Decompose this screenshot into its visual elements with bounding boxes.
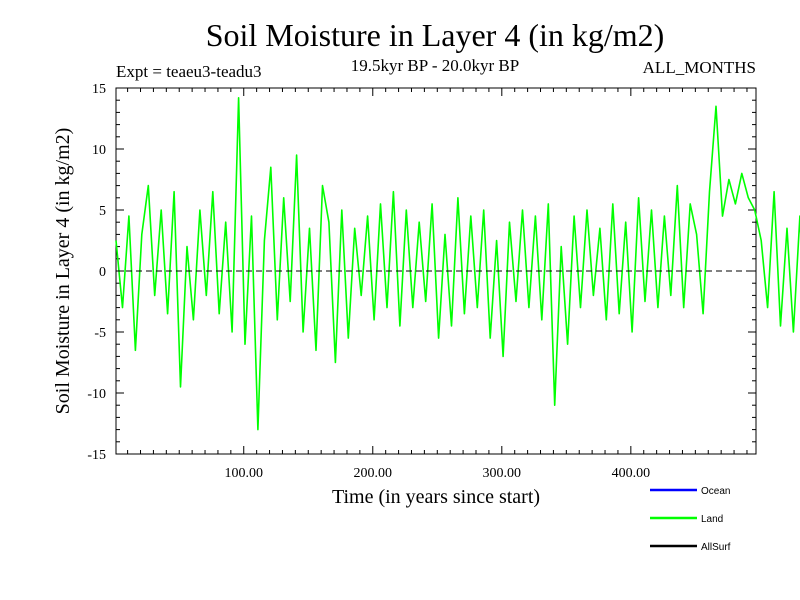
y-axis-title: Soil Moisture in Layer 4 (in kg/m2): [52, 128, 74, 415]
x-tick-label: 200.00: [354, 466, 393, 481]
months-label: ALL_MONTHS: [643, 58, 756, 77]
y-tick-label: 15: [92, 82, 106, 97]
land-series-line: [115, 97, 800, 431]
y-tick-label: -15: [87, 448, 106, 463]
y-tick-label: 10: [92, 143, 106, 158]
x-tick-label: 400.00: [612, 466, 651, 481]
y-tick-label: 5: [99, 204, 106, 219]
x-tick-label: 100.00: [224, 466, 263, 481]
experiment-label: Expt = teaeu3-teadu3: [116, 62, 262, 81]
chart-title: Soil Moisture in Layer 4 (in kg/m2): [206, 17, 665, 53]
legend-label-land: Land: [701, 514, 723, 525]
y-axis: -15 -10 -5 0 5 10 15: [87, 82, 756, 463]
y-tick-label: -5: [94, 326, 106, 341]
period-label: 19.5kyr BP - 20.0kyr BP: [351, 56, 519, 75]
y-tick-label: 0: [99, 265, 106, 280]
x-tick-label: 300.00: [483, 466, 522, 481]
legend-label-allsurf: AllSurf: [701, 542, 731, 553]
x-axis: 100.00 200.00 300.00 400.00: [127, 88, 748, 481]
legend-label-ocean: Ocean: [701, 486, 730, 497]
y-tick-label: -10: [87, 387, 106, 402]
legend: Ocean Land AllSurf: [650, 486, 731, 553]
x-axis-title: Time (in years since start): [332, 486, 540, 508]
